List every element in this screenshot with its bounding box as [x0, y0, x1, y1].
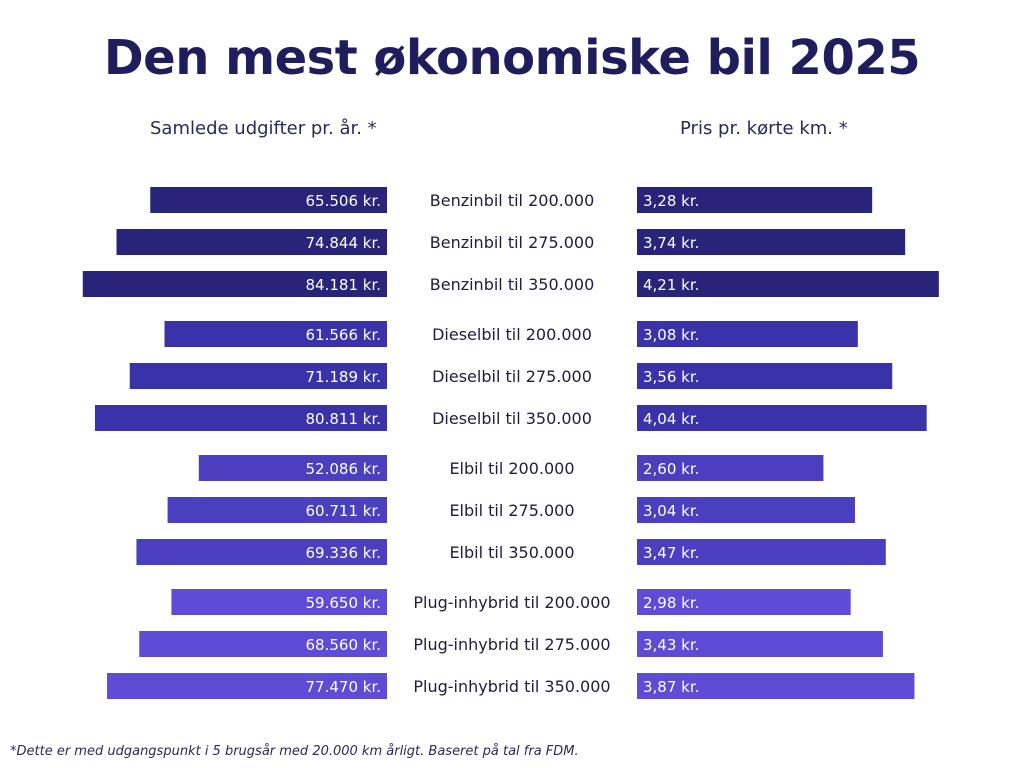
left-bar-label: 52.086 kr.	[306, 460, 382, 478]
right-bar	[637, 229, 906, 255]
category-label: Dieselbil til 350.000	[432, 409, 592, 428]
right-bar	[637, 363, 893, 389]
left-bar	[116, 229, 387, 255]
left-bar-label: 65.506 kr.	[306, 192, 382, 210]
right-bar-label: 3,47 kr.	[643, 544, 699, 562]
left-bar-label: 68.560 kr.	[306, 636, 382, 654]
category-label: Benzinbil til 275.000	[430, 233, 595, 252]
right-bar	[637, 455, 824, 481]
left-bar-label: 74.844 kr.	[306, 234, 382, 252]
left-bar	[171, 589, 387, 615]
category-label: Plug-inhybrid til 350.000	[413, 677, 610, 696]
left-column-heading: Samlede udgifter pr. år. *	[150, 118, 377, 139]
left-bar-label: 61.566 kr.	[306, 326, 382, 344]
right-bar	[637, 497, 855, 523]
left-bar	[136, 539, 387, 565]
left-bar-label: 60.711 kr.	[306, 502, 382, 520]
right-bar-label: 4,21 kr.	[643, 276, 699, 294]
right-bar	[637, 271, 939, 297]
left-bar	[198, 455, 387, 481]
category-label: Benzinbil til 200.000	[430, 191, 595, 210]
category-label: Dieselbil til 275.000	[432, 367, 592, 386]
right-bar	[637, 321, 858, 347]
chart-title: Den mest økonomiske bil 2025	[103, 30, 921, 86]
left-bar	[139, 631, 387, 657]
category-label: Plug-inhybrid til 200.000	[413, 593, 610, 612]
right-bar-label: 2,98 kr.	[643, 594, 699, 612]
right-bar	[637, 589, 851, 615]
left-bar	[107, 673, 387, 699]
left-bar-label: 84.181 kr.	[306, 276, 382, 294]
left-bar-label: 71.189 kr.	[306, 368, 382, 386]
right-column-heading: Pris pr. kørte km. *	[680, 118, 848, 139]
left-bar	[129, 363, 387, 389]
right-bar-label: 3,04 kr.	[643, 502, 699, 520]
left-bar	[167, 497, 387, 523]
category-label: Dieselbil til 200.000	[432, 325, 592, 344]
left-bar-label: 80.811 kr.	[306, 410, 382, 428]
right-bar	[637, 187, 873, 213]
category-label: Benzinbil til 350.000	[430, 275, 595, 294]
left-bar-label: 77.470 kr.	[306, 678, 382, 696]
right-bar-label: 3,56 kr.	[643, 368, 699, 386]
footnote: *Dette er med udgangspunkt i 5 brugsår m…	[10, 744, 579, 759]
left-bar	[150, 187, 387, 213]
left-bar	[82, 271, 387, 297]
right-bar-label: 3,43 kr.	[643, 636, 699, 654]
right-bar	[637, 631, 883, 657]
left-bar	[94, 405, 388, 431]
right-bar-label: 4,04 kr.	[643, 410, 699, 428]
right-bar-label: 3,87 kr.	[643, 678, 699, 696]
right-bar	[637, 539, 886, 565]
right-bar-label: 3,08 kr.	[643, 326, 699, 344]
right-bar-label: 3,28 kr.	[643, 192, 699, 210]
category-label: Elbil til 275.000	[449, 501, 574, 520]
category-label: Plug-inhybrid til 275.000	[413, 635, 610, 654]
right-bar-label: 2,60 kr.	[643, 460, 699, 478]
right-bar-label: 3,74 kr.	[643, 234, 699, 252]
left-bar-label: 69.336 kr.	[306, 544, 382, 562]
left-bar-label: 59.650 kr.	[306, 594, 382, 612]
right-bar	[637, 405, 927, 431]
left-bar	[164, 321, 387, 347]
right-bar	[637, 673, 915, 699]
category-label: Elbil til 200.000	[449, 459, 574, 478]
category-label: Elbil til 350.000	[449, 543, 574, 562]
